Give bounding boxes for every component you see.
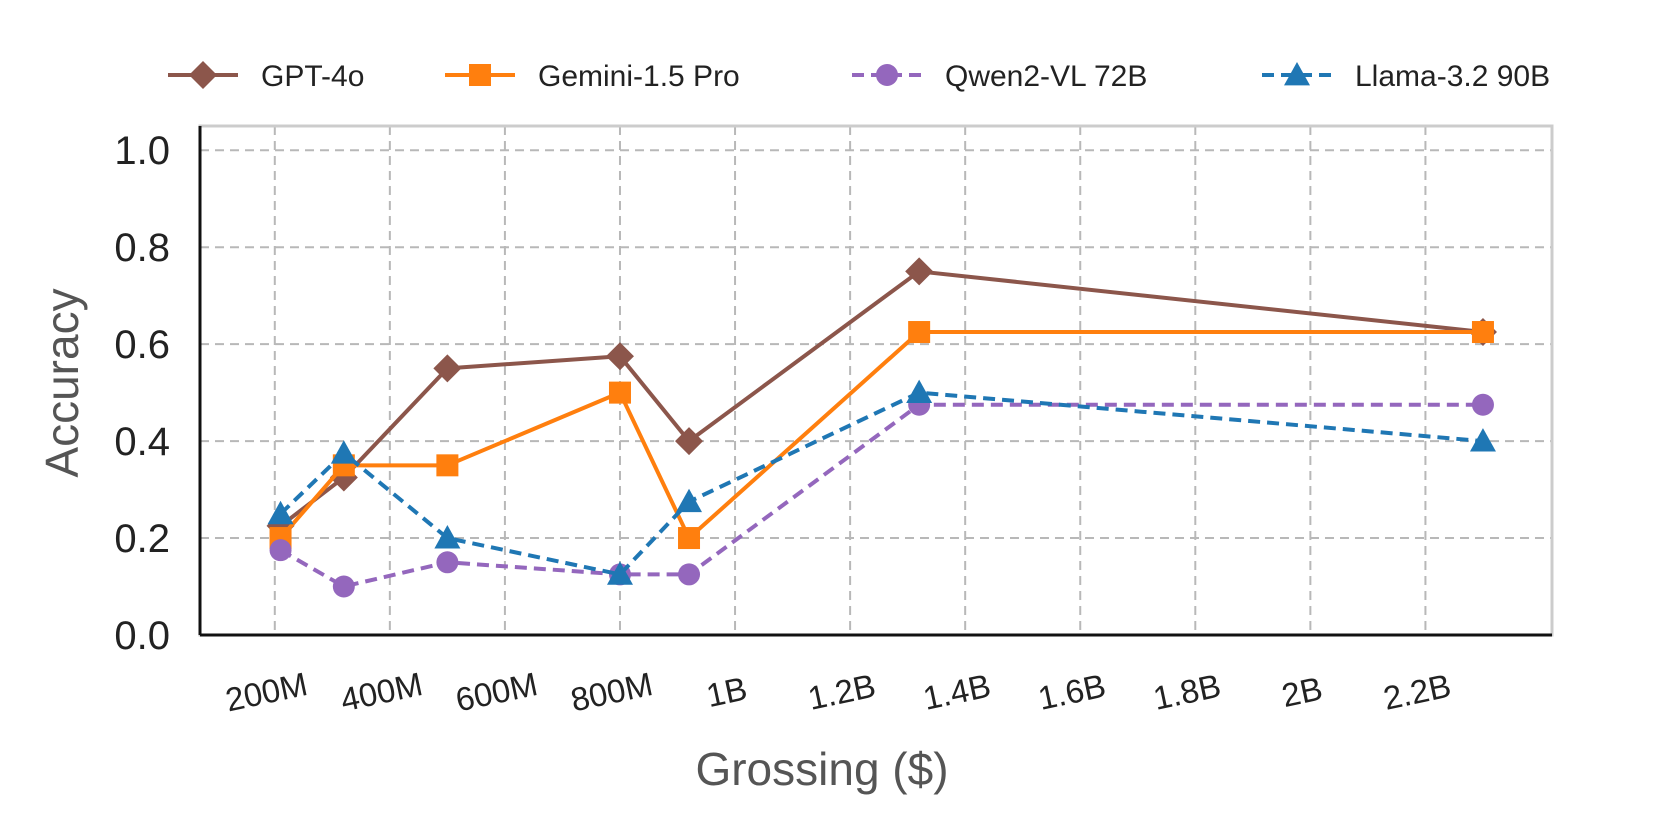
tick-labels: 0.0 0.2 0.4 0.6 0.8 1.0 200M 400M 600M 800M 1B 1.2B… [114, 129, 1454, 718]
legend-marker-llama-3-2-90b [1284, 62, 1310, 86]
data-point-llama-3-2-90b [606, 561, 633, 585]
y-tick-label: 0.2 [114, 517, 170, 561]
series-line-qwen2-vl-72b [279, 402, 1483, 589]
data-point-llama-3-2-90b [434, 525, 461, 549]
data-point-qwen2-vl-72b [436, 551, 459, 574]
legend-marker-qwen2-vl-72b [876, 64, 898, 86]
axes [198, 126, 1552, 637]
legend-label-gpt-4o: GPT-4o [261, 60, 364, 93]
series-group [266, 257, 1497, 598]
data-point-gemini-1-5-pro [1471, 321, 1494, 344]
x-axis-label: Grossing ($) [695, 743, 948, 795]
legend-marker-gpt-4o [189, 61, 217, 89]
data-point-llama-3-2-90b [676, 488, 703, 513]
x-tick-label: 1.4B [920, 667, 994, 717]
data-point-llama-3-2-90b [906, 379, 933, 404]
legend-item-gemini-1-5-pro: Gemini-1.5 Pro [445, 60, 740, 93]
data-point-gpt-4o [675, 427, 704, 456]
series-line-gpt-4o [279, 269, 1484, 528]
plot-frame [198, 124, 1554, 637]
series-line-llama-3-2-90b [279, 390, 1484, 577]
data-point-llama-3-2-90b [1469, 428, 1496, 452]
y-tick-label: 0.0 [114, 614, 170, 658]
y-tick-label: 0.6 [114, 323, 170, 367]
legend-label-qwen2-vl-72b: Qwen2-VL 72B [945, 60, 1147, 93]
y-tick-label: 1.0 [114, 129, 170, 173]
legend-label-gemini-1-5-pro: Gemini-1.5 Pro [538, 60, 740, 93]
x-tick-label: 1.2B [805, 667, 879, 717]
series-gpt-4o [266, 257, 1497, 540]
x-tick-label: 400M [337, 665, 425, 718]
grid-lines [200, 126, 1552, 636]
data-point-qwen2-vl-72b [1471, 393, 1494, 416]
data-point-gemini-1-5-pro [678, 527, 701, 550]
data-point-qwen2-vl-72b [269, 539, 292, 562]
data-point-gemini-1-5-pro [608, 381, 631, 404]
y-tick-label: 0.8 [114, 226, 170, 270]
data-point-gemini-1-5-pro [908, 321, 931, 344]
legend-marker-gemini-1-5-pro [469, 64, 491, 86]
legend-label-llama-3-2-90b: Llama-3.2 90B [1355, 60, 1550, 93]
legend: GPT-4o Gemini-1.5 Pro Qwen2-VL 72B Llama-3.… [168, 60, 1550, 93]
data-point-gpt-4o [605, 342, 634, 371]
x-tick-label: 1.6B [1035, 667, 1109, 717]
data-point-qwen2-vl-72b [332, 575, 355, 598]
series-line-gemini-1-5-pro [279, 330, 1483, 541]
x-tick-label: 600M [452, 665, 540, 718]
x-tick-label: 2B [1278, 669, 1325, 714]
legend-item-gpt-4o: GPT-4o [168, 60, 364, 93]
data-point-gpt-4o [905, 257, 934, 286]
y-tick-label: 0.4 [114, 420, 170, 464]
data-point-llama-3-2-90b [267, 500, 294, 525]
x-tick-label: 2.2B [1380, 667, 1454, 717]
x-tick-label: 800M [567, 665, 655, 718]
x-tick-label: 1.8B [1150, 667, 1224, 717]
x-tick-label: 1B [703, 669, 750, 714]
data-point-gemini-1-5-pro [436, 454, 459, 477]
data-point-qwen2-vl-72b [678, 563, 701, 586]
legend-item-qwen2-vl-72b: Qwen2-VL 72B [852, 60, 1147, 93]
data-point-gpt-4o [433, 354, 462, 383]
y-axis-label: Accuracy [36, 288, 88, 477]
legend-item-llama-3-2-90b: Llama-3.2 90B [1262, 60, 1550, 93]
series-llama-3-2-90b [267, 379, 1496, 585]
x-tick-label: 200M [222, 665, 310, 718]
data-point-llama-3-2-90b [330, 440, 357, 464]
